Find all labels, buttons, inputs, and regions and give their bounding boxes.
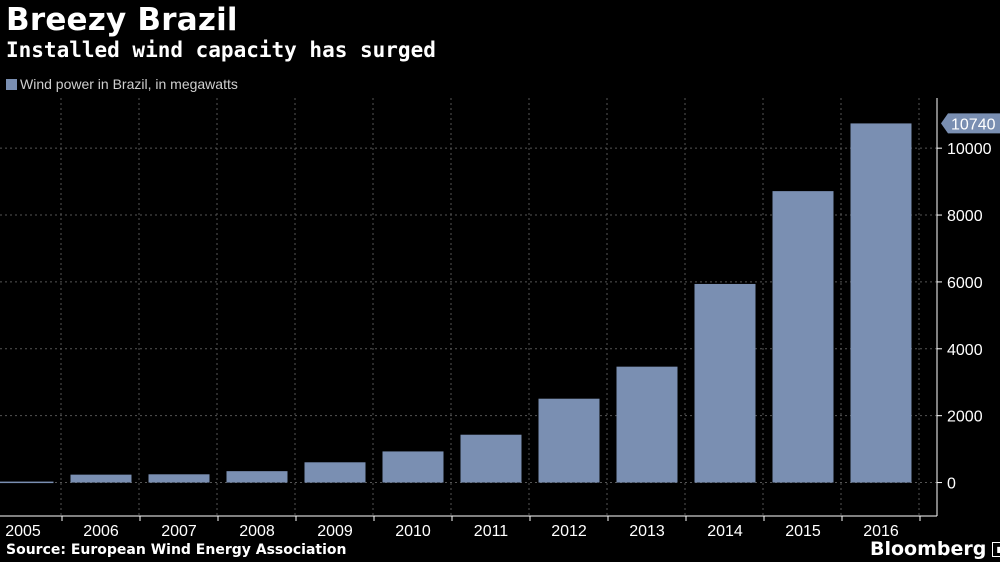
x-tick-label-2010: 2010 — [395, 523, 431, 540]
x-tick-label-2007: 2007 — [161, 523, 197, 540]
legend-label: Wind power in Brazil, in megawatts — [20, 76, 238, 92]
x-tick-label-2006: 2006 — [83, 523, 119, 540]
bar-2013 — [616, 366, 678, 483]
bar-2016 — [850, 123, 912, 483]
last-value-label: 10740 — [951, 116, 996, 133]
chart-icon: ▮ — [992, 541, 1000, 557]
bar-2008 — [226, 471, 288, 483]
bar-2011 — [460, 434, 522, 483]
x-tick-label-2008: 2008 — [239, 523, 275, 540]
y-tick-label: 2000 — [947, 409, 983, 426]
x-tick-label-2005: 2005 — [5, 523, 41, 540]
bar-2015 — [772, 191, 834, 483]
x-tick-label-2014: 2014 — [707, 523, 743, 540]
x-tick-label-2011: 2011 — [474, 523, 509, 540]
bar-2014 — [694, 283, 756, 483]
x-tick-label-2016: 2016 — [863, 523, 899, 540]
bar-2007 — [148, 474, 210, 483]
x-tick-label-2013: 2013 — [629, 523, 665, 540]
y-tick-label: 10000 — [947, 141, 992, 158]
legend-swatch — [6, 78, 17, 90]
brand-name: Bloomberg — [870, 538, 987, 560]
bar-2005 — [0, 481, 54, 484]
bloomberg-logo: Bloomberg ▮ — [870, 538, 1000, 560]
y-tick-label: 6000 — [947, 275, 983, 292]
x-tick-label-2015: 2015 — [785, 523, 821, 540]
bar-2009 — [304, 462, 366, 483]
chart-title: Breezy Brazil — [6, 2, 238, 38]
chart-subtitle: Installed wind capacity has surged — [6, 38, 436, 62]
bar-2012 — [538, 398, 600, 483]
source-note: Source: European Wind Energy Association — [6, 542, 347, 558]
x-tick-label-2012: 2012 — [551, 523, 587, 540]
last-value-callout — [941, 113, 1000, 134]
bar-2006 — [70, 474, 132, 483]
y-tick-label: 4000 — [947, 342, 983, 359]
legend: Wind power in Brazil, in megawatts — [6, 76, 238, 92]
y-tick-label: 8000 — [947, 208, 983, 225]
bar-2010 — [382, 451, 444, 483]
y-tick-label: 0 — [947, 476, 956, 493]
x-tick-label-2009: 2009 — [317, 523, 353, 540]
